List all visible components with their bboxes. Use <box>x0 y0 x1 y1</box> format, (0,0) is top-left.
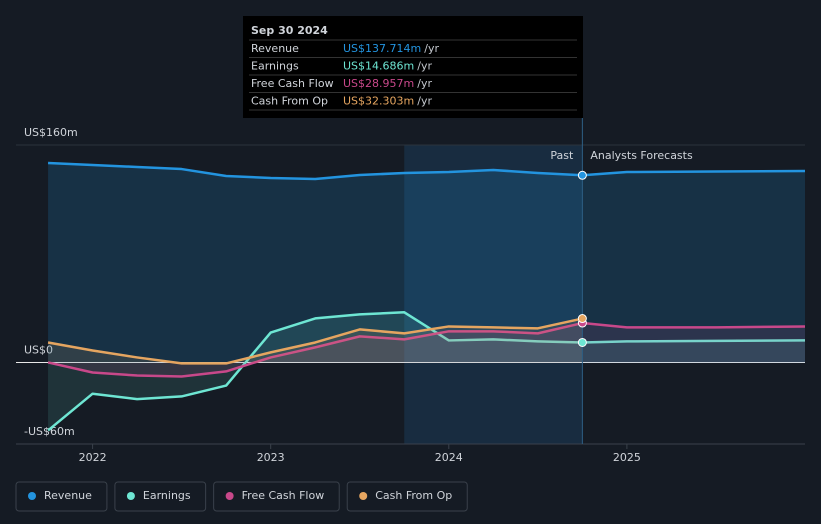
tooltip-unit: /yr <box>424 42 439 55</box>
line <box>47 321 806 378</box>
tooltip-value: US$32.303m/yr <box>343 95 432 108</box>
legend-label[interactable]: Earnings <box>143 489 191 502</box>
marker <box>577 314 587 324</box>
legend-swatch <box>225 492 234 500</box>
forecast-label: Analysts Forecasts <box>590 149 693 162</box>
legend-button[interactable] <box>114 481 207 512</box>
tooltip-amount: US$14.686m <box>343 60 414 73</box>
area <box>48 318 583 364</box>
tooltip: Sep 30 2024 Revenue US$137.714m/yr Earnings… <box>243 16 583 118</box>
tooltip-value: US$137.714m/yr <box>343 42 439 55</box>
x-tick-label: 2024 <box>435 451 463 464</box>
line <box>47 317 583 365</box>
legend-label[interactable]: Revenue <box>44 489 92 502</box>
tooltip-box <box>243 16 583 118</box>
tooltip-unit: /yr <box>417 95 432 108</box>
tooltip-unit: /yr <box>417 60 432 73</box>
legend-item[interactable]: Revenue <box>15 481 108 512</box>
legend-item[interactable]: Earnings <box>114 481 207 512</box>
x-tick-label: 2023 <box>257 451 285 464</box>
tooltip-amount: US$28.957m <box>343 77 414 90</box>
legend-button[interactable] <box>15 481 108 512</box>
area <box>48 323 805 377</box>
line <box>48 161 806 181</box>
area <box>48 162 805 363</box>
line <box>47 311 806 432</box>
y-tick-label: -US$60m <box>24 425 75 438</box>
tooltip-amount: US$32.303m <box>343 95 414 108</box>
tooltip-label: Free Cash Flow <box>251 77 334 90</box>
tooltip-amount: US$137.714m <box>343 42 421 55</box>
tooltip-label: Earnings <box>251 60 299 73</box>
legend-button[interactable] <box>213 481 340 512</box>
legend-label[interactable]: Cash From Op <box>375 489 452 502</box>
marker <box>577 170 587 180</box>
x-tick-label: 2025 <box>613 451 641 464</box>
past-highlight <box>404 145 583 444</box>
tooltip-value: US$28.957m/yr <box>343 77 432 90</box>
tooltip-unit: /yr <box>417 77 432 90</box>
y-tick-label: US$160m <box>24 126 78 139</box>
tooltip-value: US$14.686m/yr <box>343 60 432 73</box>
tooltip-date: Sep 30 2024 <box>251 24 328 37</box>
legend-item[interactable]: Free Cash Flow <box>213 481 340 512</box>
past-label: Past <box>550 149 574 162</box>
tooltip-label: Cash From Op <box>251 95 328 108</box>
legend-swatch <box>126 492 135 500</box>
legend-button[interactable] <box>346 481 468 512</box>
legend-swatch <box>28 492 36 500</box>
legend-label[interactable]: Free Cash Flow <box>242 489 325 502</box>
x-tick-label: 2022 <box>79 451 107 464</box>
y-tick-label: US$0 <box>24 343 53 356</box>
legend-swatch <box>359 492 368 500</box>
legend-item[interactable]: Cash From Op <box>346 481 468 512</box>
marker <box>577 337 587 347</box>
tooltip-label: Revenue <box>251 42 299 55</box>
